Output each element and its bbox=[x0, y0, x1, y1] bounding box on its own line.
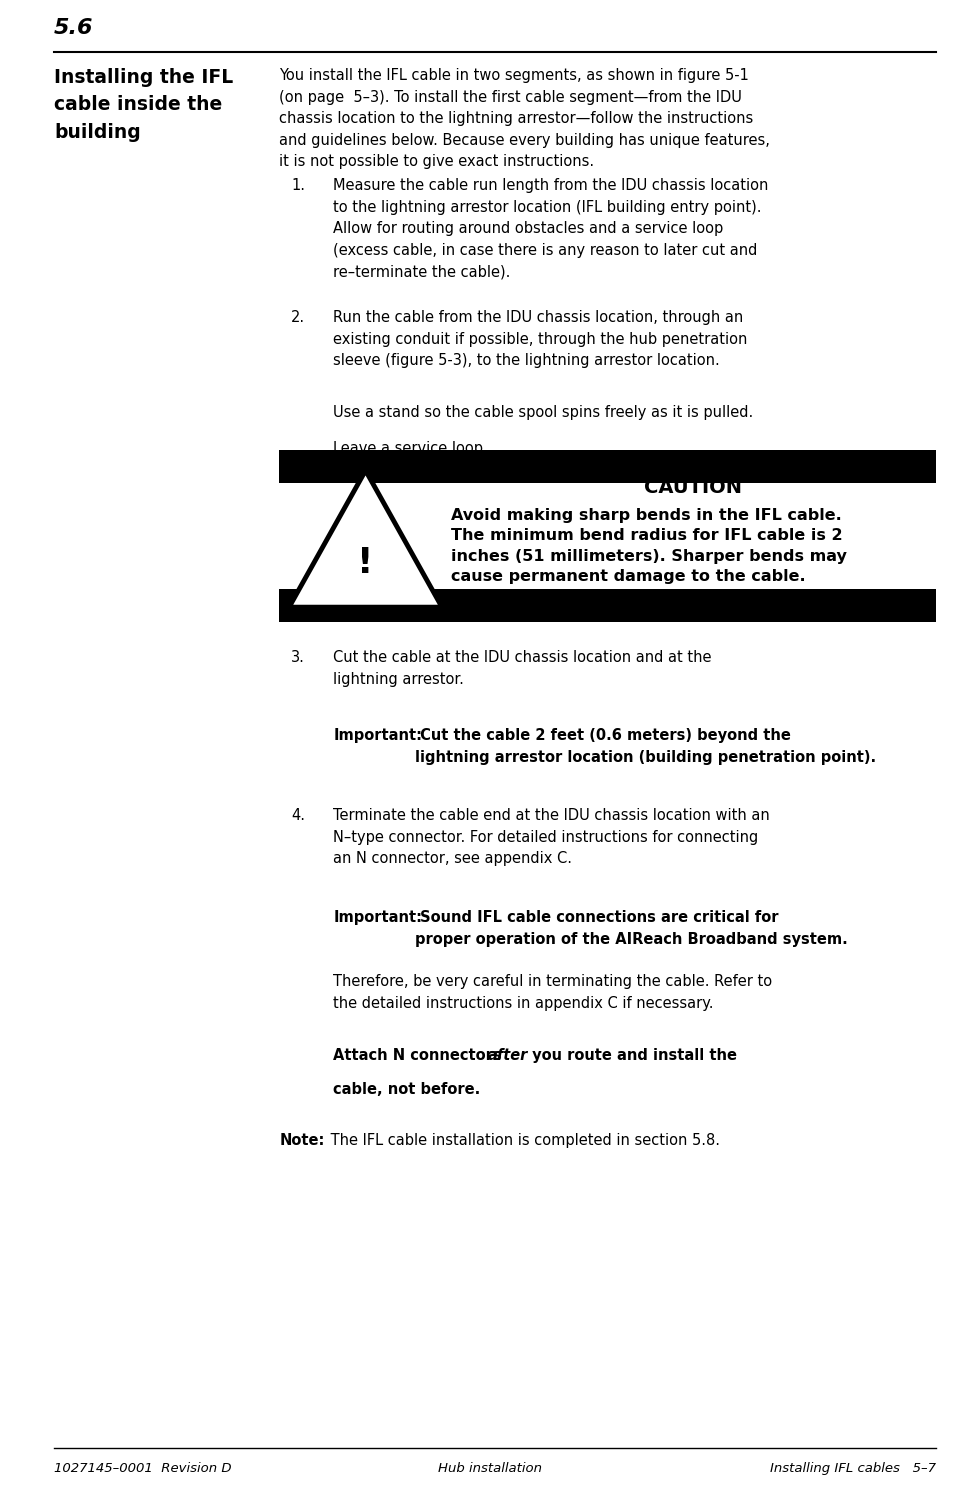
Polygon shape bbox=[289, 471, 442, 608]
Text: cable, not before.: cable, not before. bbox=[333, 1083, 480, 1097]
Text: Cut the cable at the IDU chassis location and at the
lightning arrestor.: Cut the cable at the IDU chassis locatio… bbox=[333, 651, 711, 686]
Text: 5.6: 5.6 bbox=[54, 18, 93, 39]
Text: Cut the cable 2 feet (0.6 meters) beyond the
lightning arrestor location (buildi: Cut the cable 2 feet (0.6 meters) beyond… bbox=[415, 728, 876, 764]
Text: Therefore, be very careful in terminating the cable. Refer to
the detailed instr: Therefore, be very careful in terminatin… bbox=[333, 974, 772, 1011]
Text: Use a stand so the cable spool spins freely as it is pulled.: Use a stand so the cable spool spins fre… bbox=[333, 405, 754, 420]
Text: Important:: Important: bbox=[333, 728, 422, 743]
Text: 1.: 1. bbox=[291, 179, 305, 194]
Text: 4.: 4. bbox=[291, 809, 305, 823]
Text: Leave a service loop.: Leave a service loop. bbox=[333, 441, 488, 456]
Text: Installing IFL cables   5–7: Installing IFL cables 5–7 bbox=[770, 1462, 936, 1476]
Text: Note:: Note: bbox=[279, 1133, 324, 1148]
Text: 3.: 3. bbox=[291, 651, 305, 666]
Text: Attach N connectors: Attach N connectors bbox=[333, 1048, 507, 1063]
FancyBboxPatch shape bbox=[279, 450, 936, 482]
Text: Important:: Important: bbox=[333, 910, 422, 925]
FancyBboxPatch shape bbox=[279, 482, 936, 590]
Text: 1027145–0001  Revision D: 1027145–0001 Revision D bbox=[54, 1462, 231, 1476]
Text: Installing the IFL
cable inside the
building: Installing the IFL cable inside the buil… bbox=[54, 68, 233, 141]
Text: 2.: 2. bbox=[291, 310, 305, 325]
Text: Sound IFL cable connections are critical for
proper operation of the AIReach Bro: Sound IFL cable connections are critical… bbox=[415, 910, 848, 947]
Text: Avoid making sharp bends in the IFL cable.
The minimum bend radius for IFL cable: Avoid making sharp bends in the IFL cabl… bbox=[451, 508, 847, 584]
Text: Terminate the cable end at the IDU chassis location with an
N–type connector. Fo: Terminate the cable end at the IDU chass… bbox=[333, 809, 770, 867]
Text: You install the IFL cable in two segments, as shown in figure 5-1
(on page  5–3): You install the IFL cable in two segment… bbox=[279, 68, 770, 170]
Text: The IFL cable installation is completed in section 5.8.: The IFL cable installation is completed … bbox=[326, 1133, 720, 1148]
Text: Measure the cable run length from the IDU chassis location
to the lightning arre: Measure the cable run length from the ID… bbox=[333, 179, 768, 280]
Text: CAUTION: CAUTION bbox=[645, 478, 743, 497]
Text: after: after bbox=[488, 1048, 528, 1063]
Text: you route and install the: you route and install the bbox=[527, 1048, 737, 1063]
Text: Run the cable from the IDU chassis location, through an
existing conduit if poss: Run the cable from the IDU chassis locat… bbox=[333, 310, 748, 368]
FancyBboxPatch shape bbox=[279, 590, 936, 622]
Text: Hub installation: Hub installation bbox=[438, 1462, 542, 1476]
Text: !: ! bbox=[358, 546, 373, 579]
